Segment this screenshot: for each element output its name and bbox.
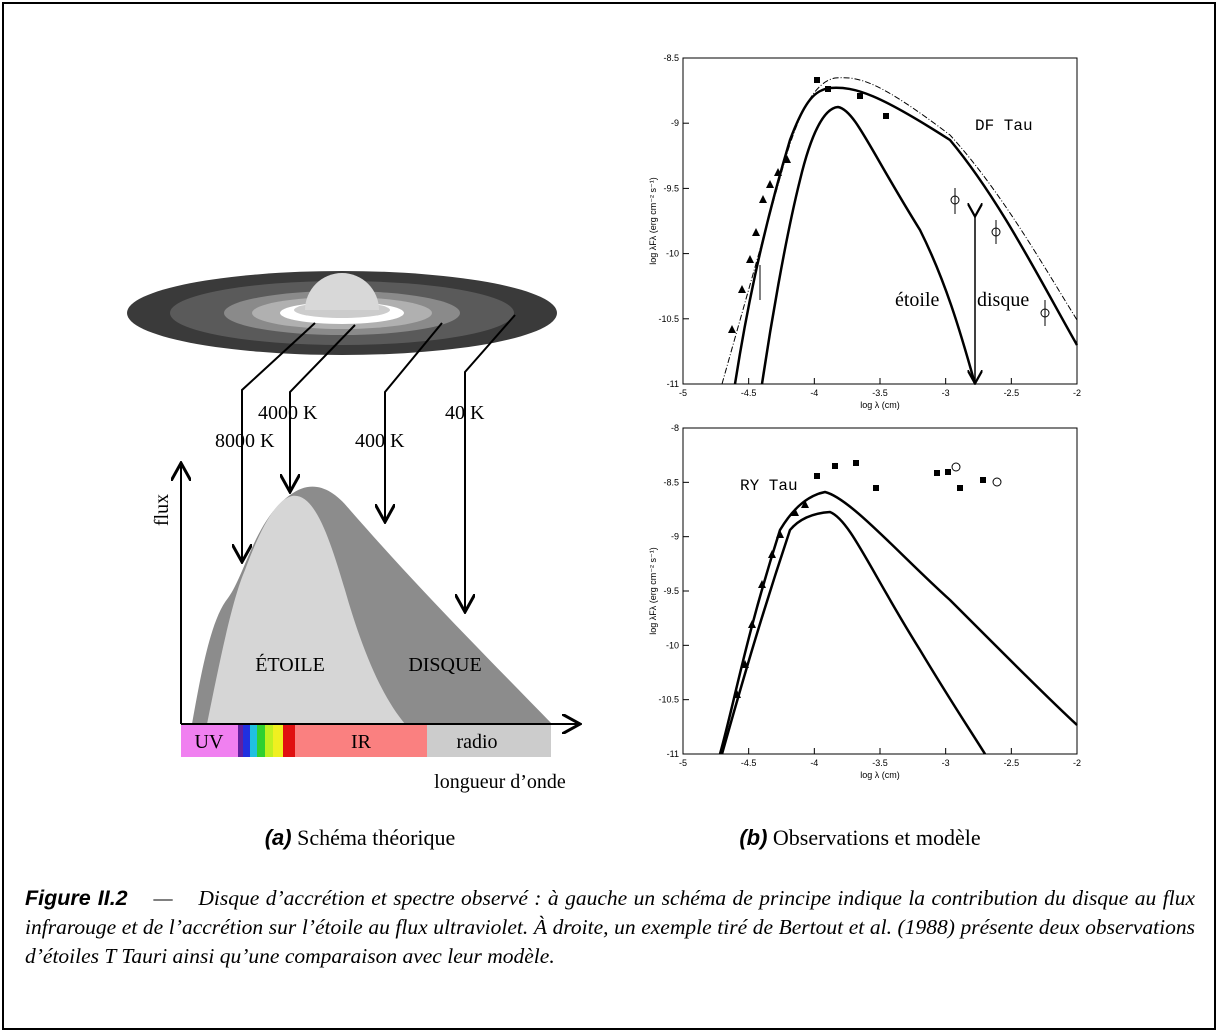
- region-label: ÉTOILE: [255, 653, 325, 676]
- x-tick-label: -3: [942, 758, 950, 768]
- y-tick-label: -8.5: [663, 477, 679, 487]
- x-tick-label: -2.5: [1004, 758, 1020, 768]
- x-tick-label: -2.5: [1004, 388, 1020, 398]
- y-axis-label: flux: [151, 494, 173, 526]
- caption-text: Disque d’accrétion et spectre observé : …: [25, 886, 1195, 968]
- x-tick-label: -3.5: [872, 758, 888, 768]
- y-tick-label: -10: [666, 249, 679, 259]
- region-label: DISQUE: [408, 654, 481, 676]
- observation-points: [728, 77, 986, 698]
- curve-label: étoile: [895, 289, 940, 311]
- model-curves: [718, 77, 1079, 755]
- ticks: -5 -4.5 -4 -3.5 -3 -2.5 -2 -8.5 -9 -9.5 -10 -10.5 -1…: [648, 53, 1081, 780]
- caption-dash: —: [153, 886, 173, 910]
- y-tick-label: -8: [671, 423, 679, 433]
- subcaption-label: (b): [739, 825, 768, 850]
- y-axis-label: log λFλ (erg cm⁻² s⁻¹): [648, 177, 658, 265]
- temperature: 4000 K: [258, 402, 318, 424]
- x-axis-label: longueur d’onde: [434, 771, 566, 793]
- star-spectrum: [207, 495, 405, 724]
- y-tick-label: -11: [667, 379, 679, 389]
- temperature: 8000 K: [215, 430, 275, 452]
- temperature: 400 K: [355, 430, 405, 452]
- temperature: 40 K: [445, 402, 485, 424]
- x-tick-label: -5: [679, 758, 687, 768]
- y-tick-label: -9.5: [663, 183, 679, 193]
- subcaption: (a) Schéma théorique: [110, 825, 610, 851]
- y-axis-label: log λFλ (erg cm⁻² s⁻¹): [648, 547, 658, 635]
- x-tick-label: -3.5: [872, 388, 888, 398]
- y-tick-label: -10: [666, 640, 679, 650]
- open-points: [759, 188, 1050, 487]
- y-tick-label: -10.5: [658, 314, 679, 324]
- subcaption-label: (a): [264, 825, 292, 850]
- subcaption: (b) Observations et modèle: [610, 825, 1110, 851]
- plot-label: RY Tau: [740, 477, 798, 495]
- y-tick-label: -9: [671, 118, 679, 128]
- y-tick-label: -8.5: [663, 53, 679, 63]
- disk: [127, 271, 557, 355]
- band-bar: [181, 725, 551, 757]
- x-axis-label: log λ (cm): [860, 400, 900, 410]
- band-label: IR: [351, 731, 372, 753]
- x-tick-label: -4: [810, 758, 818, 768]
- y-tick-label: -9.5: [663, 586, 679, 596]
- x-tick-label: -3: [942, 388, 950, 398]
- x-tick-label: -4.5: [741, 758, 757, 768]
- x-axis-label: log λ (cm): [860, 770, 900, 780]
- figure-caption: Figure II.2 — Disque d’accrétion et spec…: [25, 884, 1195, 971]
- temperature-arrows: [242, 314, 516, 610]
- x-tick-label: -5: [679, 388, 687, 398]
- subcaption-text: Observations et modèle: [772, 825, 981, 850]
- curve-label: disque: [977, 289, 1029, 311]
- band-label: radio: [456, 731, 497, 753]
- x-tick-label: -4: [810, 388, 818, 398]
- y-tick-label: -11: [667, 749, 679, 759]
- subcaption-text: Schéma théorique: [297, 825, 456, 850]
- y-tick-label: -9: [671, 532, 679, 542]
- y-tick-label: -10.5: [658, 695, 679, 705]
- x-tick-label: -4.5: [741, 388, 757, 398]
- caption-label: Figure II.2: [25, 886, 128, 910]
- plot-label: DF Tau: [975, 117, 1033, 135]
- x-tick-label: -2: [1073, 388, 1081, 398]
- band-label: UV: [195, 731, 224, 753]
- x-tick-label: -2: [1073, 758, 1081, 768]
